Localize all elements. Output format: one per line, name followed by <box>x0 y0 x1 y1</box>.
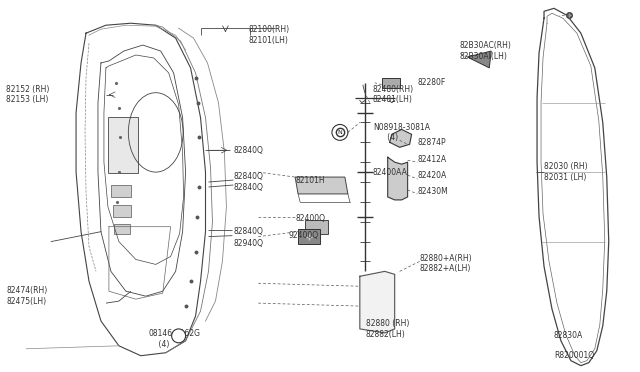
Polygon shape <box>467 51 492 68</box>
Bar <box>111 185 131 197</box>
Text: 82030 (RH)
82031 (LH): 82030 (RH) 82031 (LH) <box>544 163 588 182</box>
Text: 82400Q: 82400Q <box>295 214 325 223</box>
Bar <box>113 205 131 217</box>
Text: 92400Q: 92400Q <box>288 231 318 240</box>
Text: 82480(RH)
82481(LH): 82480(RH) 82481(LH) <box>372 85 414 105</box>
Circle shape <box>332 125 348 140</box>
Text: 82840Q: 82840Q <box>234 227 263 236</box>
Text: 82412A: 82412A <box>417 155 447 164</box>
Text: 82420A: 82420A <box>417 171 447 180</box>
Text: R820001Q: R820001Q <box>554 351 594 360</box>
Polygon shape <box>360 271 395 333</box>
Polygon shape <box>390 129 412 147</box>
Bar <box>114 224 130 234</box>
Polygon shape <box>388 157 408 200</box>
Text: N08918-3081A
      (4): N08918-3081A (4) <box>372 123 430 142</box>
Text: 82880+A(RH)
82882+A(LH): 82880+A(RH) 82882+A(LH) <box>420 254 472 273</box>
Text: 82400AA: 82400AA <box>372 168 408 177</box>
Text: 08146-6162G
    (4): 08146-6162G (4) <box>148 329 201 349</box>
Bar <box>298 229 320 244</box>
Text: N: N <box>337 130 342 135</box>
Text: 82840Q
82840Q: 82840Q 82840Q <box>234 172 263 192</box>
Text: 82940Q: 82940Q <box>234 239 264 248</box>
Text: 82880 (RH)
82882(LH): 82880 (RH) 82882(LH) <box>366 319 409 339</box>
Text: 82474(RH)
82475(LH): 82474(RH) 82475(LH) <box>6 286 47 306</box>
FancyBboxPatch shape <box>108 116 138 173</box>
Text: 82874P: 82874P <box>417 138 446 147</box>
Text: N: N <box>337 128 343 137</box>
Bar <box>381 78 399 88</box>
Polygon shape <box>305 220 328 234</box>
Text: 82101H: 82101H <box>295 176 324 185</box>
Text: B: B <box>176 333 181 339</box>
Polygon shape <box>295 177 348 194</box>
Text: 82830A: 82830A <box>554 331 583 340</box>
Text: 82280F: 82280F <box>417 78 446 87</box>
Text: 82152 (RH)
82153 (LH): 82152 (RH) 82153 (LH) <box>6 85 50 105</box>
Text: 82430M: 82430M <box>417 187 449 196</box>
Circle shape <box>172 329 186 343</box>
Text: 82840Q: 82840Q <box>234 146 263 155</box>
Text: 82100(RH)
82101(LH): 82100(RH) 82101(LH) <box>248 25 289 45</box>
Text: 82B30AC(RH)
82B30AI(LH): 82B30AC(RH) 82B30AI(LH) <box>460 41 511 61</box>
